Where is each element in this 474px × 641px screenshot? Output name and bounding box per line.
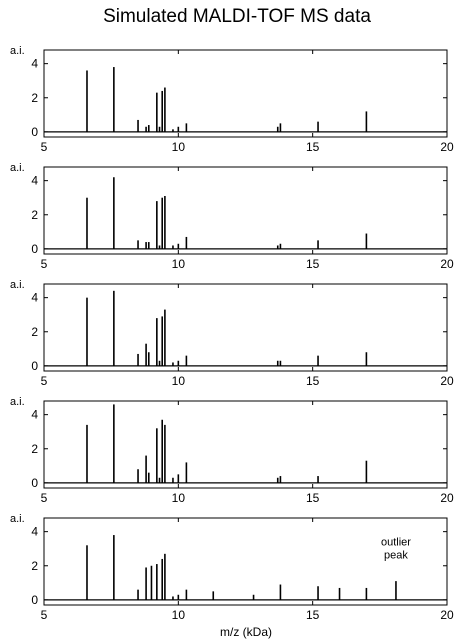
x-tick-label: 5: [41, 257, 48, 271]
x-tick-label: 15: [306, 608, 320, 622]
axes-frame: [43, 49, 448, 138]
axes-frame: [43, 517, 448, 606]
spectrum-panel-3: 0 2 4 5 10 15 20 a.i.: [10, 279, 454, 388]
figure-title: Simulated MALDI-TOF MS data: [103, 6, 371, 27]
x-tick-label: 5: [41, 608, 48, 622]
y-tick-label: 0: [31, 242, 38, 256]
y-tick-label: 4: [31, 525, 38, 539]
x-axis-label: m/z (kDa): [220, 625, 272, 639]
axes-frame: [43, 400, 448, 489]
x-tick-label: 15: [306, 140, 320, 154]
y-axis-label: a.i.: [10, 513, 25, 525]
y-axis-label: a.i.: [10, 396, 25, 408]
x-tick-label: 15: [306, 257, 320, 271]
y-tick-label: 2: [31, 325, 38, 339]
y-tick-label: 2: [31, 559, 38, 573]
x-tick-label: 5: [41, 374, 48, 388]
x-tick-label: 10: [172, 140, 186, 154]
outlier-annotation: peak: [384, 549, 408, 561]
y-tick-label: 4: [31, 291, 38, 305]
x-tick-label: 10: [172, 374, 186, 388]
y-tick-label: 0: [31, 593, 38, 607]
x-tick-label: 20: [440, 608, 454, 622]
spectrum-panel-4: 0 2 4 5 10 15 20 a.i.: [10, 396, 454, 505]
outlier-annotation: outlier: [381, 536, 411, 548]
y-tick-label: 2: [31, 91, 38, 105]
x-tick-label: 5: [41, 140, 48, 154]
x-tick-label: 10: [172, 257, 186, 271]
y-tick-label: 4: [31, 174, 38, 188]
x-tick-label: 10: [172, 491, 186, 505]
y-tick-label: 0: [31, 476, 38, 490]
y-tick-label: 4: [31, 57, 38, 71]
x-tick-label: 10: [172, 608, 186, 622]
spectrum-panel-2: 0 2 4 5 10 15 20 a.i.: [10, 162, 454, 271]
y-tick-label: 2: [31, 442, 38, 456]
x-tick-label: 5: [41, 491, 48, 505]
axes-frame: [43, 283, 448, 372]
x-tick-label: 20: [440, 491, 454, 505]
x-tick-label: 15: [306, 374, 320, 388]
y-axis-label: a.i.: [10, 45, 25, 57]
y-tick-label: 0: [31, 359, 38, 373]
x-tick-label: 20: [440, 257, 454, 271]
axes-frame: [43, 166, 448, 255]
y-axis-label: a.i.: [10, 279, 25, 291]
y-tick-label: 2: [31, 208, 38, 222]
x-tick-label: 20: [440, 374, 454, 388]
y-axis-label: a.i.: [10, 162, 25, 174]
y-tick-label: 0: [31, 125, 38, 139]
spectrum-panel-1: 0 2 4 5 10 15 20 a.i.: [10, 45, 454, 154]
y-tick-label: 4: [31, 408, 38, 422]
x-tick-label: 20: [440, 140, 454, 154]
x-tick-label: 15: [306, 491, 320, 505]
